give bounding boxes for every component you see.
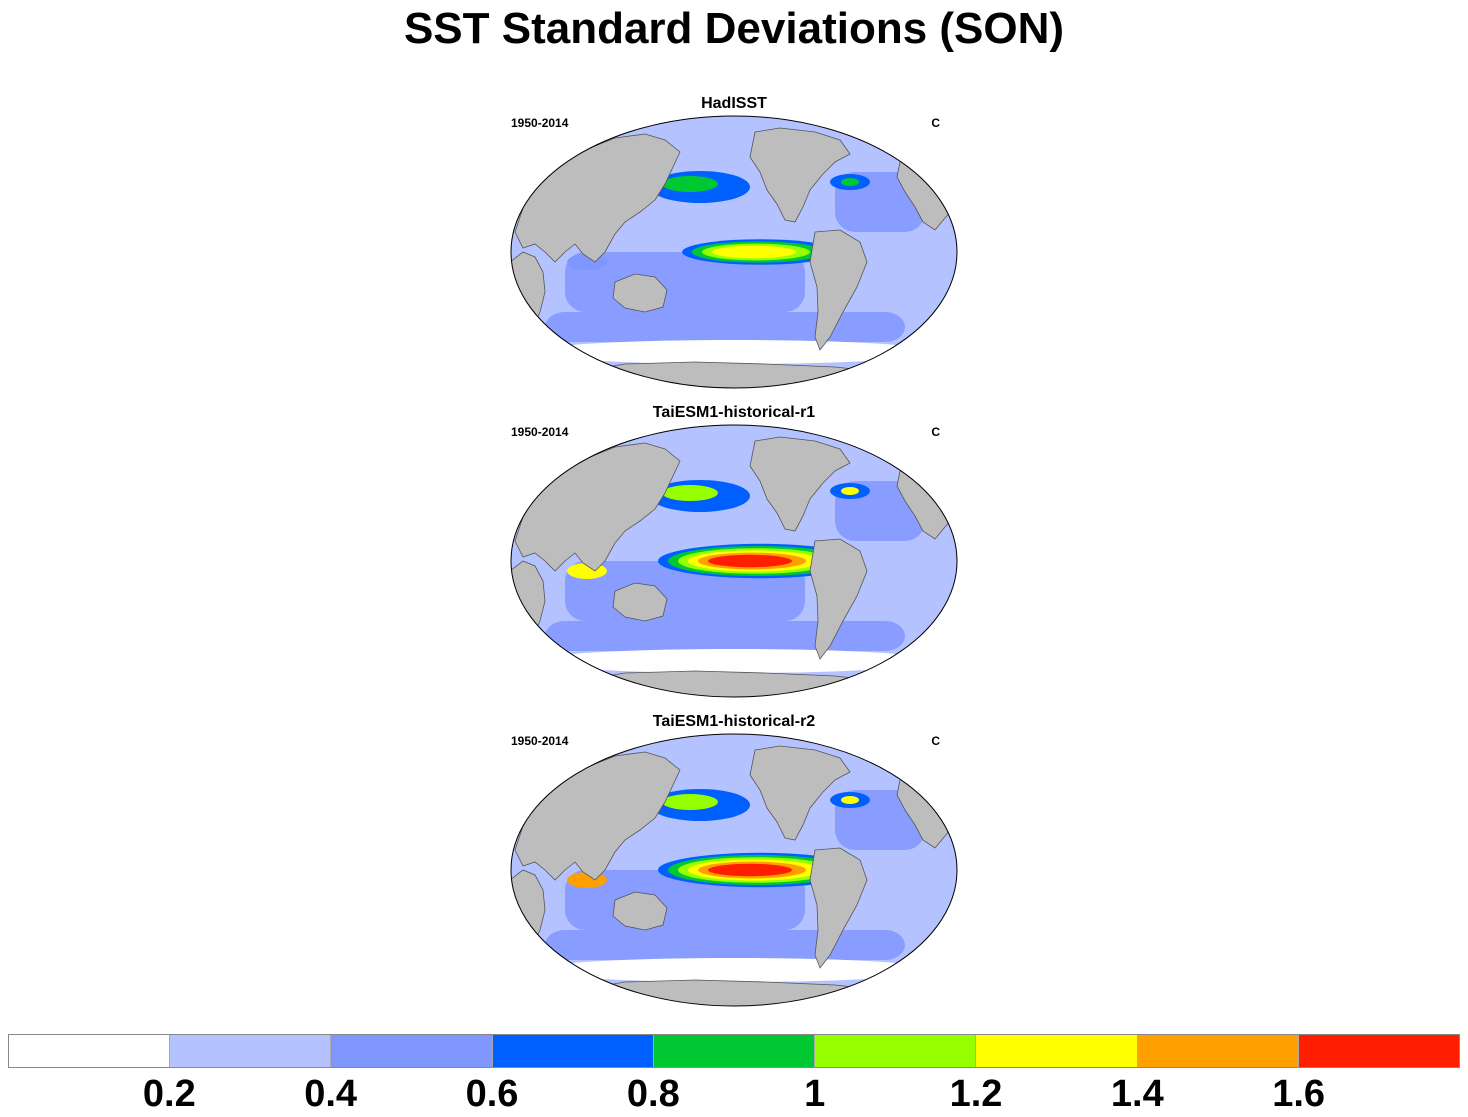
- el-nino-contour: [712, 245, 796, 259]
- land-greenland: [879, 430, 926, 466]
- land-australia: [612, 273, 668, 313]
- north-atlantic-core: [841, 178, 859, 186]
- colorbar-tick-label: 0.8: [626, 1073, 680, 1115]
- sst-patch: [545, 312, 905, 342]
- colorbar-labels: 0.2 0.4 0.6 0.8 1 1.2 1.4 1.6: [8, 1072, 1460, 1116]
- map-outline: [510, 733, 958, 1007]
- map-outline: [510, 424, 958, 698]
- north-atlantic-core: [841, 796, 859, 804]
- colorbar-box: [653, 1035, 816, 1067]
- north-atlantic-core: [841, 487, 859, 495]
- map-panel-hadisst: HadISST 1950-2014 C: [505, 94, 963, 394]
- period-label: 1950-2014: [511, 116, 569, 130]
- colorbar-box: [170, 1035, 332, 1067]
- map-outline: [510, 115, 958, 389]
- southern-ocean-low-band: [534, 649, 934, 673]
- el-nino-contour: [708, 554, 792, 568]
- colorbar-box: [331, 1035, 493, 1067]
- colorbar-tick-label: 1.4: [1110, 1073, 1164, 1115]
- el-nino-contour: [708, 863, 792, 877]
- colorbar-tick-label: 0.6: [465, 1073, 519, 1115]
- period-label: 1950-2014: [511, 425, 569, 439]
- land-australia: [612, 582, 668, 622]
- land-south-america: [809, 538, 868, 660]
- land-north-america: [749, 745, 851, 841]
- colorbar: [8, 1034, 1460, 1068]
- period-label: 1950-2014: [511, 734, 569, 748]
- land-north-america: [749, 127, 851, 223]
- panel-title: TaiESM1-historical-r1: [652, 404, 816, 421]
- colorbar-tick-label: 1: [804, 1073, 826, 1115]
- colorbar-box: [1298, 1035, 1459, 1067]
- units-label: C: [931, 116, 940, 130]
- map-panel-taiesm1-r1: TaiESM1-historical-r1 1950-2014 C: [505, 403, 963, 703]
- panel-title: TaiESM1-historical-r2: [652, 713, 816, 730]
- sst-patch: [545, 930, 905, 960]
- colorbar-tick-label: 1.2: [949, 1073, 1003, 1115]
- land-north-america: [749, 436, 851, 532]
- land-south-america: [809, 229, 868, 351]
- north-pacific-core: [662, 794, 718, 810]
- colorbar-tick-label: 1.6: [1272, 1073, 1326, 1115]
- colorbar-box: [492, 1035, 654, 1067]
- colorbar-tick-label: 0.2: [142, 1073, 196, 1115]
- sst-map: [510, 733, 958, 1007]
- units-label: C: [931, 425, 940, 439]
- southern-ocean-low-band: [534, 958, 934, 982]
- southern-ocean-low-band: [534, 340, 934, 364]
- units-label: C: [931, 734, 940, 748]
- sst-map: [510, 424, 958, 698]
- sst-map: [510, 115, 958, 389]
- land-australia: [612, 891, 668, 931]
- colorbar-box: [1137, 1035, 1299, 1067]
- panel-title: HadISST: [701, 95, 767, 112]
- main-title: SST Standard Deviations (SON): [403, 4, 1065, 53]
- sst-patch: [545, 621, 905, 651]
- colorbar-box: [815, 1035, 977, 1067]
- colorbar-box: [976, 1035, 1138, 1067]
- map-panel-taiesm1-r2: TaiESM1-historical-r2 1950-2014 C: [505, 712, 963, 1012]
- land-south-america: [809, 847, 868, 969]
- colorbar-tick-label: 0.4: [304, 1073, 358, 1115]
- land-greenland: [879, 121, 926, 157]
- north-pacific-core: [662, 176, 718, 192]
- land-greenland: [879, 739, 926, 775]
- colorbar-box: [9, 1035, 171, 1067]
- north-pacific-core: [662, 485, 718, 501]
